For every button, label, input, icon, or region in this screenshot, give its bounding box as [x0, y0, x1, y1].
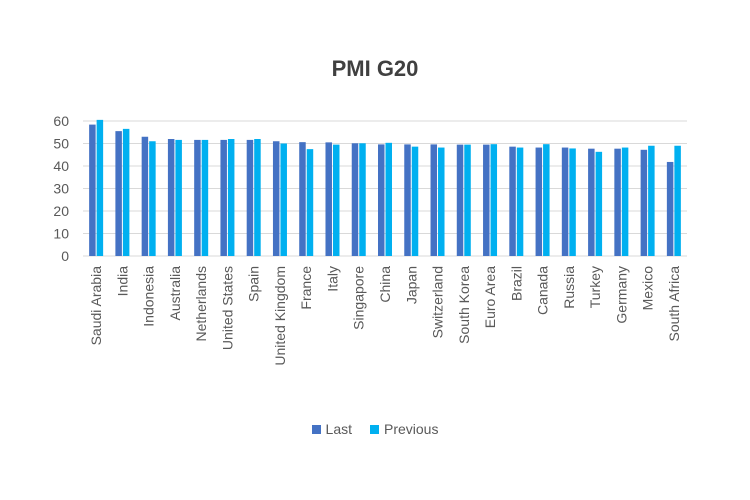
y-tick-label: 40: [53, 158, 69, 174]
x-tick-label: China: [377, 266, 393, 303]
bar-last: [378, 144, 385, 256]
bar-previous: [385, 142, 392, 256]
bar-previous: [332, 144, 340, 256]
bar-last: [588, 148, 595, 256]
bar-previous: [438, 147, 445, 256]
bar-previous: [569, 148, 576, 256]
legend-swatch: [370, 424, 379, 434]
x-tick-label: Turkey: [587, 266, 603, 308]
y-tick-label: 30: [53, 181, 69, 197]
x-tick-label: Euro Area: [482, 266, 498, 328]
y-tick-label: 10: [53, 226, 69, 242]
x-tick-label: Netherlands: [193, 266, 209, 342]
y-tick-label: 60: [53, 113, 69, 129]
bar-last: [141, 136, 149, 256]
x-tick-label: Mexico: [640, 266, 656, 311]
x-tick-label: Italy: [324, 266, 340, 292]
x-tick-label: Indonesia: [141, 266, 157, 327]
bar-last: [194, 139, 201, 256]
x-tick-label: India: [114, 266, 130, 297]
bar-previous: [490, 144, 498, 256]
bar-last: [167, 139, 175, 256]
chart-title: PMI G20: [331, 56, 419, 81]
bar-previous: [621, 147, 629, 256]
x-tick-label: Singapore: [351, 266, 367, 330]
y-tick-label: 50: [53, 136, 69, 152]
bar-previous: [674, 145, 681, 256]
bar-last: [456, 144, 464, 256]
x-tick-label: Switzerland: [430, 266, 446, 338]
x-tick-label: Spain: [246, 266, 262, 302]
bar-last: [509, 146, 516, 256]
legend-swatch: [311, 424, 321, 434]
bar-last: [404, 144, 411, 256]
bar-previous: [543, 144, 550, 256]
bar-previous: [464, 144, 471, 256]
bar-previous: [227, 139, 235, 256]
bar-previous: [122, 128, 130, 256]
bar-last: [666, 161, 674, 256]
bar-last: [351, 143, 359, 256]
y-tick-label: 20: [53, 203, 69, 219]
bar-previous: [306, 149, 314, 256]
bar-last: [614, 148, 621, 256]
x-tick-label: Saudi Arabia: [88, 266, 104, 346]
bar-previous: [359, 143, 366, 256]
bar-last: [299, 142, 306, 256]
bar-previous: [516, 147, 524, 256]
bar-last: [640, 149, 648, 256]
bar-last: [561, 147, 569, 256]
bar-last: [115, 131, 122, 256]
bar-previous: [201, 139, 209, 256]
bar-last: [325, 142, 332, 256]
bar-previous: [280, 143, 287, 256]
x-tick-label: South Africa: [666, 266, 682, 342]
x-tick-label: France: [298, 266, 314, 310]
bar-last: [246, 139, 254, 256]
legend-item-previous: Previous: [370, 421, 438, 437]
x-tick-label: United Kingdom: [272, 266, 288, 366]
x-tick-label: South Korea: [456, 266, 472, 344]
bar-last: [220, 139, 227, 256]
bar-last: [483, 144, 490, 256]
bar-previous: [411, 146, 419, 256]
legend: Last Previous: [0, 421, 750, 437]
bar-last: [535, 147, 543, 256]
legend-label: Last: [325, 421, 352, 437]
bar-last: [430, 144, 438, 256]
bar-previous: [595, 151, 603, 256]
x-tick-label: Brazil: [508, 266, 524, 301]
bar-previous: [96, 119, 104, 256]
legend-label: Previous: [384, 421, 439, 437]
legend-item-last: Last: [311, 421, 352, 437]
bar-last: [272, 141, 280, 256]
x-tick-label: Japan: [403, 266, 419, 304]
bar-previous: [149, 141, 156, 256]
x-tick-label: United States: [219, 266, 235, 350]
y-tick-label: 0: [61, 248, 69, 264]
x-tick-label: Russia: [561, 266, 577, 309]
bar-last: [89, 124, 96, 256]
x-tick-label: Australia: [167, 266, 183, 321]
bar-previous: [254, 139, 261, 256]
x-tick-label: Canada: [535, 266, 551, 315]
x-tick-label: Germany: [613, 266, 629, 324]
bar-previous: [175, 139, 182, 256]
bar-previous: [648, 145, 655, 256]
